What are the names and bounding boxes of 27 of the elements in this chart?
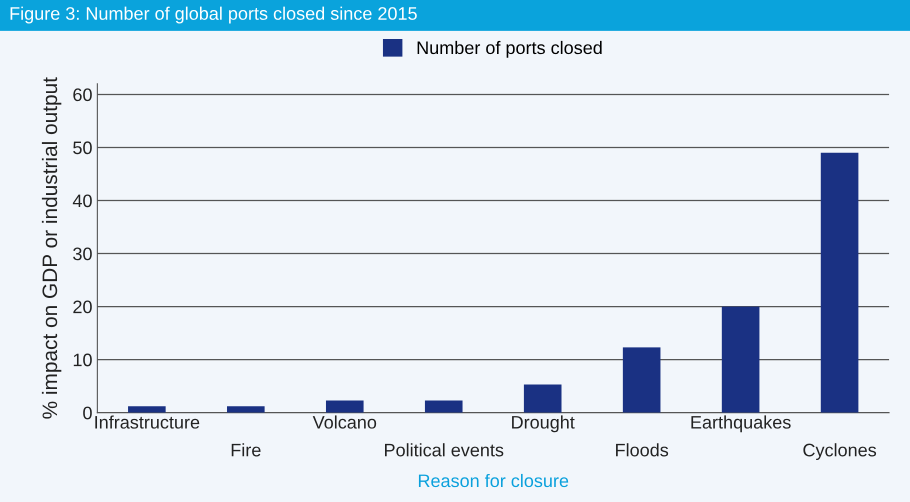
x-tick-label: Political events xyxy=(385,443,504,456)
bar xyxy=(227,406,265,413)
x-tick-label: Infrastructure xyxy=(95,415,200,429)
y-tick-label: 0 xyxy=(83,406,92,420)
y-tick-label: 50 xyxy=(73,141,92,154)
legend-label: Number of ports closed xyxy=(418,40,602,58)
bar xyxy=(524,384,562,413)
y-tick-label: 60 xyxy=(73,88,92,102)
x-tick-label: Fire xyxy=(232,443,261,456)
y-tick-label: 10 xyxy=(74,354,92,366)
bar xyxy=(424,400,463,413)
y-tick-label: 40 xyxy=(72,194,92,208)
bar xyxy=(128,406,166,413)
x-tick-label: Floods xyxy=(616,443,668,456)
chart-title: Figure 3: Number of global ports closed since 2015 xyxy=(10,6,417,24)
bar xyxy=(820,152,858,413)
y-axis-title: % impact on GDP or industrial output xyxy=(42,77,62,419)
x-tick-label: Cyclones xyxy=(803,443,876,460)
x-tick-label: Drought xyxy=(512,415,575,432)
x-tick-label: Earthquakes xyxy=(691,415,791,432)
y-tick-label: 30 xyxy=(73,247,92,260)
bar xyxy=(326,400,364,413)
x-axis-title: Reason for closure xyxy=(418,474,568,488)
x-tick-label: Volcano xyxy=(312,415,376,429)
bar xyxy=(722,306,760,413)
y-tick-label: 20 xyxy=(73,300,92,314)
bar xyxy=(622,347,660,413)
